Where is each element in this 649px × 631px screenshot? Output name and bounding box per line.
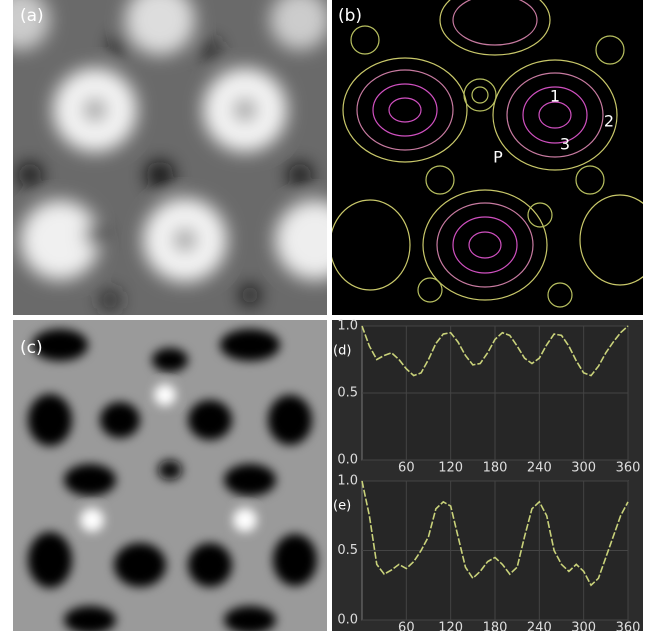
annotation: 2 <box>604 112 614 131</box>
x-tick-label: 180 <box>483 461 508 476</box>
x-tick-label: 60 <box>398 461 415 476</box>
y-tick-label: 1.0 <box>337 474 358 489</box>
x-tick-label: 360 <box>616 461 641 476</box>
x-tick-label: 180 <box>483 621 508 631</box>
panel-label: (e) <box>333 499 351 514</box>
annotation: 3 <box>560 135 570 154</box>
panel-c-image <box>13 320 327 631</box>
x-tick-label: 60 <box>398 621 415 631</box>
x-tick-label: 300 <box>571 621 596 631</box>
y-tick-label: 0.0 <box>337 453 358 468</box>
panel-label: (a) <box>20 6 44 26</box>
panel-b-contours <box>330 0 649 315</box>
y-tick-label: 0.5 <box>337 543 358 558</box>
annotation: P <box>493 148 503 167</box>
x-tick-label: 120 <box>438 621 463 631</box>
x-tick-label: 360 <box>616 621 641 631</box>
y-tick-label: 0.0 <box>337 613 358 628</box>
panel-label: (d) <box>333 344 351 359</box>
panel-label: (b) <box>338 6 362 26</box>
panel-label: (c) <box>20 338 43 358</box>
annotation: 1 <box>550 87 560 106</box>
x-tick-label: 240 <box>527 621 552 631</box>
y-tick-label: 0.5 <box>337 386 358 401</box>
y-tick-label: 1.0 <box>337 319 358 334</box>
x-tick-label: 300 <box>571 461 596 476</box>
panel-a-image <box>0 0 355 315</box>
x-tick-label: 120 <box>438 461 463 476</box>
x-tick-label: 240 <box>527 461 552 476</box>
figure: (a) (b) 1 2 3 P (c) 0.0 0.5 1.0 60 120 180 240… <box>0 0 649 631</box>
